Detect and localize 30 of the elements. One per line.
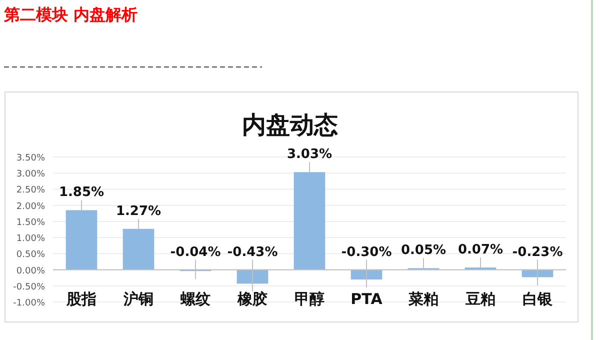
y-tick-label: 2.00%	[16, 202, 46, 212]
y-tick-label: 2.50%	[16, 186, 46, 196]
y-tick-label: 1.00%	[16, 234, 46, 244]
x-tick-label: 豆粕	[464, 290, 496, 308]
data-label: -0.30%	[341, 244, 392, 260]
y-tick-label: 1.50%	[16, 218, 46, 228]
y-tick-label: -1.00%	[13, 298, 46, 308]
x-tick-label: 甲醇	[294, 290, 324, 308]
data-label: -0.43%	[227, 244, 278, 260]
x-tick-label: 螺纹	[180, 290, 210, 308]
text: 第二模块 内盘解析	[3, 5, 138, 24]
x-tick-label: 白银	[522, 290, 554, 308]
y-tick-label: 3.00%	[16, 170, 46, 180]
y-tick-label: 0.00%	[16, 266, 46, 276]
data-label: -0.23%	[512, 244, 563, 260]
data-label: 3.03%	[286, 147, 332, 162]
y-tick-label: 0.50%	[16, 250, 46, 260]
data-label: 0.05%	[400, 243, 446, 258]
x-tick-label: 橡胶	[236, 290, 268, 308]
x-tick-label: 菜粕	[408, 290, 438, 308]
x-tick-label: 股指	[66, 290, 96, 308]
data-label: 0.07%	[458, 242, 504, 258]
data-label: 1.85%	[58, 185, 104, 200]
y-tick-label: 3.50%	[16, 154, 46, 164]
x-tick-label: PTA	[350, 290, 383, 308]
x-tick-label: 沪铜	[122, 290, 154, 308]
data-label: -0.04%	[170, 244, 221, 260]
data-label: 1.27%	[116, 204, 162, 219]
y-tick-label: -0.50%	[13, 282, 46, 292]
chart-title: 内盘动态	[242, 111, 338, 139]
